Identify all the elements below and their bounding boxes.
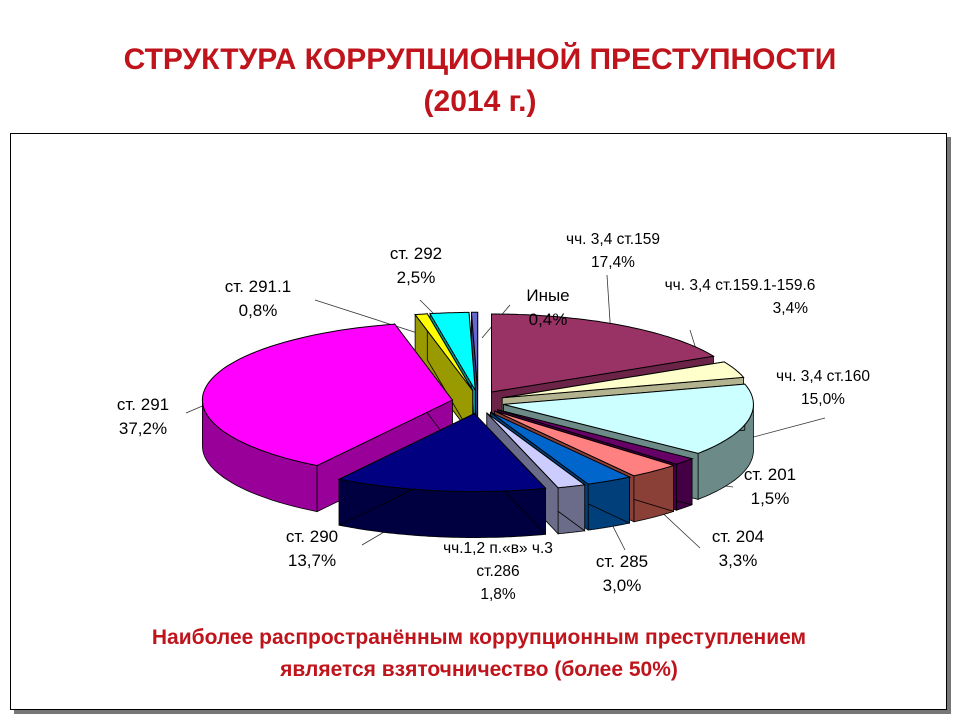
- slice-top-1: [502, 361, 745, 399]
- slice-name: Иные: [526, 286, 570, 305]
- slice-percent: 13,7%: [287, 551, 337, 570]
- slice-name: ст. 291: [116, 395, 170, 414]
- slice-label-5: ст. 285 3,0%: [582, 550, 662, 598]
- slice-label-2: чч. 3,4 ст.160 15,0%: [748, 365, 898, 411]
- slice-top-3: [497, 409, 694, 465]
- slice-label-7: ст. 290 13,7%: [262, 525, 362, 573]
- slice-name: ст. 201: [743, 465, 797, 484]
- slice-top-8: [201, 323, 454, 467]
- slice-name: чч. 3,4 ст.159: [566, 231, 660, 248]
- slice-label-3: ст. 201 1,5%: [730, 463, 810, 511]
- slice-percent: 3,0%: [602, 576, 642, 595]
- slice-name: чч. 3,4 ст.160: [776, 368, 870, 385]
- slice-percent: 15,0%: [801, 391, 845, 408]
- footnote-line-2: является взяточничество (более 50%): [280, 658, 678, 681]
- slice-percent: 17,4%: [591, 254, 635, 271]
- slice-percent: 3,3%: [718, 551, 758, 570]
- title-line-2: (2014 г.): [423, 85, 537, 118]
- slice-percent: 37,2%: [118, 419, 168, 438]
- slice-percent: 3,4%: [772, 300, 808, 317]
- slice-name: ст. 292: [389, 244, 443, 263]
- slice-top-6: [486, 412, 587, 489]
- slice-label-8: ст. 291 37,2%: [93, 393, 193, 441]
- slice-name: ст. 291.1: [224, 277, 292, 296]
- slice-name: ст. 285: [595, 552, 649, 571]
- slice-top-9: [414, 313, 474, 391]
- slice-name: ст. 290: [285, 527, 339, 546]
- slice-label-4: ст. 204 3,3%: [698, 525, 778, 573]
- slice-label-0: чч. 3,4 ст.159 17,4%: [528, 228, 698, 274]
- slice-percent: 2,5%: [396, 268, 436, 287]
- slice-label-6: чч.1,2 п.«в» ч.3 ст.286 1,8%: [418, 537, 578, 606]
- slice-label-1: чч. 3,4 ст.159.1-159.6 3,4%: [650, 274, 830, 320]
- slice-name: чч.1,2 п.«в» ч.3 ст.286: [443, 540, 553, 580]
- slice-top-4: [494, 410, 676, 477]
- slice-7: [337, 412, 547, 538]
- title-line-1: СТРУКТУРА КОРРУПЦИОННОЙ ПРЕСТУПНОСТИ: [123, 43, 837, 76]
- slice-label-9: ст. 291.1 0,8%: [203, 275, 313, 323]
- slice-name: чч. 3,4 ст.159.1-159.6: [664, 277, 816, 294]
- slice-label-11: Иные 0,4%: [508, 284, 588, 332]
- slice-name: ст. 204: [711, 527, 765, 546]
- slice-top-2: [503, 383, 754, 454]
- slice-top-11: [470, 311, 479, 391]
- footnote-line-1: Наиболее распространённым коррупционным …: [151, 626, 807, 649]
- slice-top-7: [337, 412, 547, 493]
- slice-top-10: [429, 311, 476, 391]
- slice-top-0: [490, 313, 715, 393]
- slice-percent: 1,8%: [480, 586, 516, 603]
- slice-top-5: [490, 411, 632, 485]
- slice-percent: 0,8%: [238, 301, 278, 320]
- slice-percent: 1,5%: [750, 489, 790, 508]
- slice-percent: 0,4%: [528, 310, 568, 329]
- slice-label-10: ст. 292 2,5%: [368, 242, 464, 290]
